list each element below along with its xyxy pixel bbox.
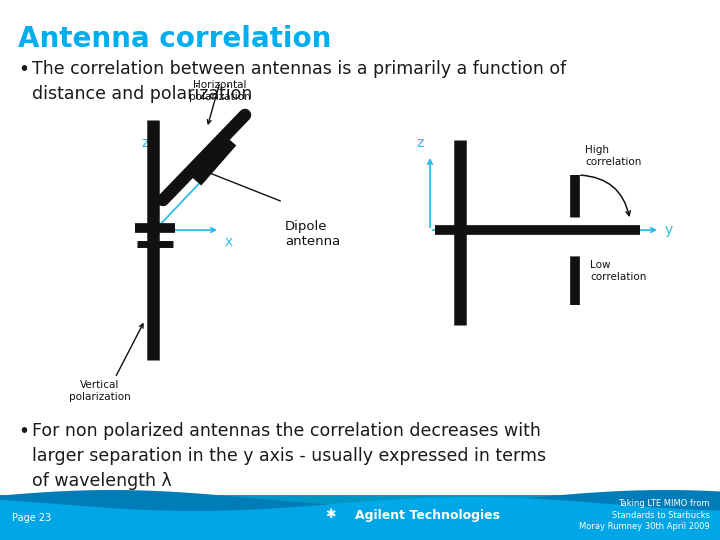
Text: z: z (416, 136, 423, 150)
Text: •: • (18, 60, 29, 79)
Text: x: x (225, 235, 233, 249)
Text: •: • (18, 422, 29, 441)
Text: The correlation between antennas is a primarily a function of
distance and polar: The correlation between antennas is a pr… (32, 60, 566, 103)
Text: Taking LTE MIMO from
Standards to Starbucks
Moray Rumney 30th April 2009: Taking LTE MIMO from Standards to Starbu… (580, 499, 710, 531)
Text: z: z (141, 136, 149, 150)
Text: High
correlation: High correlation (585, 145, 642, 167)
Text: y: y (213, 152, 221, 166)
Text: Low
correlation: Low correlation (590, 260, 647, 281)
FancyBboxPatch shape (0, 495, 720, 540)
Text: Page 23: Page 23 (12, 513, 51, 523)
Text: ✱: ✱ (325, 509, 336, 522)
Text: For non polarized antennas the correlation decreases with
larger separation in t: For non polarized antennas the correlati… (32, 422, 546, 490)
Polygon shape (0, 497, 720, 540)
Text: Antenna correlation: Antenna correlation (18, 25, 331, 53)
Text: Agilent Technologies: Agilent Technologies (355, 509, 500, 522)
Text: Horizontal
polarization: Horizontal polarization (189, 80, 251, 102)
Text: y: y (665, 223, 673, 237)
Text: Dipole
antenna: Dipole antenna (285, 220, 341, 248)
Text: Vertical
polarization: Vertical polarization (69, 380, 131, 402)
Polygon shape (0, 490, 720, 540)
